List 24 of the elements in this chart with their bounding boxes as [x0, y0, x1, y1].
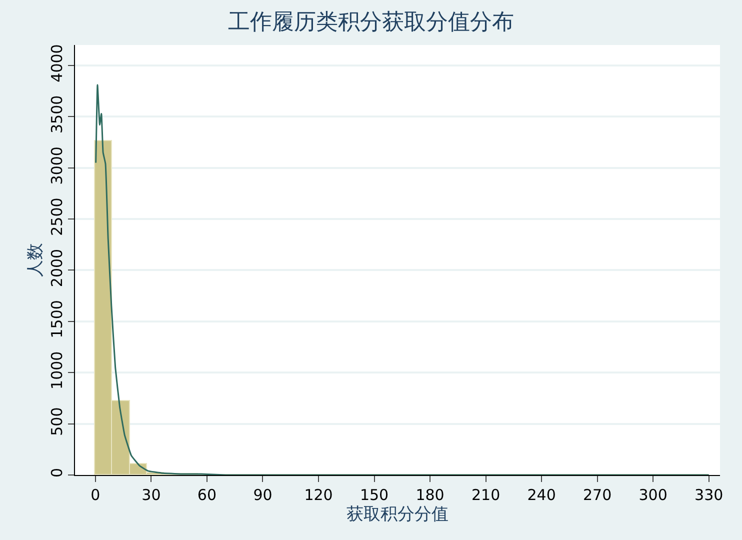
- x-tick-label: 240: [527, 486, 556, 504]
- y-tick-label: 4000: [48, 44, 66, 82]
- y-tick-label: 500: [48, 407, 66, 436]
- x-axis-title: 获取积分分值: [346, 504, 448, 524]
- y-tick-label: 3500: [48, 95, 66, 134]
- x-tick-label: 150: [360, 486, 389, 504]
- x-tick-label: 300: [638, 486, 668, 504]
- x-tick-label: 90: [253, 486, 272, 504]
- x-tick-label: 0: [90, 486, 100, 504]
- y-tick-label: 0: [48, 468, 66, 478]
- y-tick-label: 2500: [48, 198, 66, 236]
- x-tick-label: 210: [471, 486, 500, 504]
- chart-title: 工作履历类积分获取分值分布: [228, 8, 514, 34]
- x-tick-label: 330: [694, 486, 724, 504]
- y-tick-label: 3000: [48, 146, 66, 185]
- y-tick-label: 1000: [48, 351, 66, 390]
- x-tick-label: 60: [197, 486, 217, 504]
- y-axis-title: 人数: [26, 243, 45, 277]
- x-tick-label: 270: [583, 486, 612, 504]
- y-tick-label: 2000: [48, 248, 66, 288]
- y-tick-label: 1500: [48, 300, 66, 338]
- x-tick-label: 180: [416, 486, 444, 504]
- x-tick-label: 120: [304, 486, 333, 504]
- x-tick-label: 30: [142, 486, 161, 504]
